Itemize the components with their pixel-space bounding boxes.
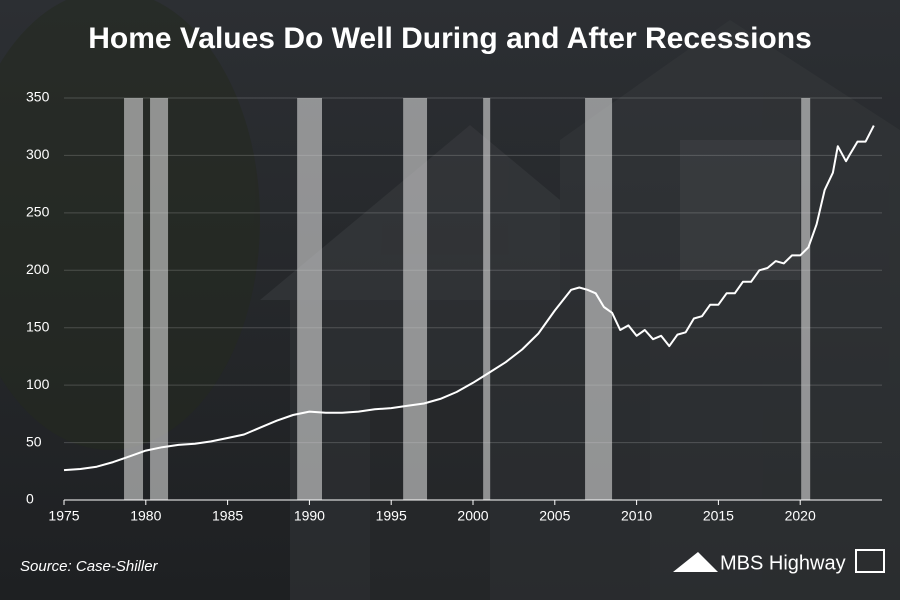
- y-tick-label: 0: [26, 491, 34, 507]
- y-tick-label: 100: [26, 376, 50, 392]
- recession-band: [801, 98, 811, 500]
- y-tick-label: 50: [26, 433, 42, 449]
- logo-icon: [673, 552, 718, 572]
- x-tick-label: 1980: [130, 508, 161, 524]
- recession-band: [403, 98, 428, 500]
- logo-text: MBS Highway: [720, 552, 846, 574]
- x-tick-label: 2020: [785, 508, 816, 524]
- x-tick-label: 2015: [703, 508, 734, 524]
- x-tick-label: 2000: [457, 508, 488, 524]
- recession-band: [150, 98, 169, 500]
- equal-housing-icon: [855, 549, 885, 573]
- recession-band: [297, 98, 322, 500]
- x-tick-label: 2005: [539, 508, 570, 524]
- y-tick-label: 350: [26, 89, 50, 105]
- data-line: [63, 125, 875, 472]
- x-tick-label: 1985: [212, 508, 243, 524]
- source-note: Source: Case-Shiller: [20, 558, 159, 575]
- x-tick-label: 1990: [294, 508, 325, 524]
- x-tick-label: 2010: [621, 508, 652, 524]
- y-tick-label: 150: [26, 318, 50, 334]
- x-tick-label: 1975: [48, 508, 79, 524]
- recession-band: [483, 98, 491, 500]
- recession-band: [124, 98, 144, 500]
- y-tick-label: 250: [26, 204, 50, 220]
- y-tick-label: 200: [26, 261, 50, 277]
- x-tick-label: 1995: [376, 508, 407, 524]
- y-tick-label: 300: [26, 146, 50, 162]
- plot-area: 0 50 100 150 200 250 300 350 1975 1980 1985 1990 199…: [26, 89, 882, 524]
- chart-title: Home Values Do Well During and After Rec…: [88, 22, 812, 55]
